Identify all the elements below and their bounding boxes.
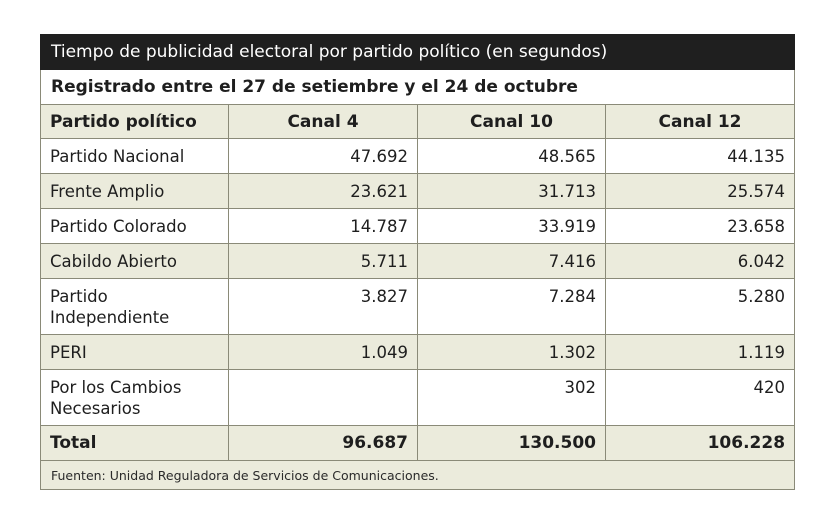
canal-10-value: 7.284 [417, 278, 606, 335]
table-row: Partido Nacional 47.692 48.565 44.135 [40, 138, 796, 174]
party-name: Frente Amplio [40, 173, 229, 209]
header-party: Partido político [40, 104, 229, 139]
total-canal-4: 96.687 [228, 425, 418, 461]
table-subtitle: Registrado entre el 27 de setiembre y el… [39, 69, 796, 105]
canal-10-value: 302 [417, 369, 606, 426]
total-canal-10: 130.500 [417, 425, 606, 461]
publicity-table: Tiempo de publicidad electoral por parti… [39, 34, 796, 490]
total-canal-12: 106.228 [604, 425, 796, 461]
table-row: Cabildo Abierto 5.711 7.416 6.042 [40, 243, 796, 279]
canal-4-value: 14.787 [228, 208, 418, 244]
table-row: PERI 1.049 1.302 1.119 [40, 334, 796, 370]
canal-12-value: 1.119 [604, 334, 796, 370]
canal-12-value: 5.280 [604, 278, 796, 335]
table-row: Partido Colorado 14.787 33.919 23.658 [40, 208, 796, 244]
party-name: Partido Colorado [40, 208, 229, 244]
table-title: Tiempo de publicidad electoral por parti… [39, 34, 796, 70]
canal-10-value: 1.302 [417, 334, 606, 370]
canal-10-value: 48.565 [417, 138, 606, 174]
header-canal-10: Canal 10 [417, 104, 606, 139]
total-row: Total 96.687 130.500 106.228 [40, 425, 796, 461]
canal-12-value: 420 [604, 369, 796, 426]
total-label: Total [40, 425, 229, 461]
canal-12-value: 44.135 [604, 138, 796, 174]
canal-12-value: 23.658 [604, 208, 796, 244]
party-name: Cabildo Abierto [40, 243, 229, 279]
canal-4-value: 23.621 [228, 173, 418, 209]
party-name: Partido Nacional [40, 138, 229, 174]
party-name: Por los Cambios Necesarios [40, 369, 229, 426]
party-name: PERI [40, 334, 229, 370]
table-container: Tiempo de publicidad electoral por parti… [39, 34, 796, 490]
table-row: Frente Amplio 23.621 31.713 25.574 [40, 173, 796, 209]
canal-10-value: 33.919 [417, 208, 606, 244]
canal-12-value: 25.574 [604, 173, 796, 209]
table-row: Partido Independiente 3.827 7.284 5.280 [40, 278, 796, 335]
canal-12-value: 6.042 [604, 243, 796, 279]
canal-4-value: 1.049 [228, 334, 418, 370]
header-canal-12: Canal 12 [604, 104, 796, 139]
canal-4-value: 3.827 [228, 278, 418, 335]
canal-10-value: 7.416 [417, 243, 606, 279]
header-canal-4: Canal 4 [228, 104, 418, 139]
source-note: Fuenten: Unidad Reguladora de Servicios … [39, 460, 796, 490]
canal-4-value: 47.692 [228, 138, 418, 174]
header-row: Partido político Canal 4 Canal 10 Canal … [40, 104, 796, 139]
canal-4-value [228, 369, 418, 426]
canal-10-value: 31.713 [417, 173, 606, 209]
table-row: Por los Cambios Necesarios 302 420 [40, 369, 796, 426]
canal-4-value: 5.711 [228, 243, 418, 279]
party-name: Partido Independiente [40, 278, 229, 335]
